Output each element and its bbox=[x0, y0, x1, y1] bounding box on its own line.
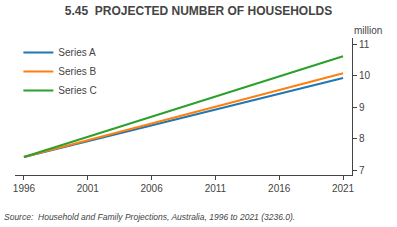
svg-text:Series B: Series B bbox=[58, 66, 96, 77]
svg-text:Series C: Series C bbox=[58, 85, 96, 96]
svg-text:Source: Household and Family: Source: Household and Family Projections… bbox=[4, 212, 295, 222]
svg-text:5.45 PROJECTED NUMBER OF HOUS: 5.45 PROJECTED NUMBER OF HOUSEHOLDS bbox=[65, 4, 332, 18]
svg-text:2001: 2001 bbox=[77, 183, 100, 194]
svg-text:2011: 2011 bbox=[205, 183, 227, 194]
svg-text:2021: 2021 bbox=[332, 183, 355, 194]
svg-text:10: 10 bbox=[359, 70, 371, 81]
svg-text:Series A: Series A bbox=[58, 47, 96, 58]
svg-text:2016: 2016 bbox=[268, 183, 291, 194]
svg-text:8: 8 bbox=[359, 133, 365, 144]
svg-text:7: 7 bbox=[359, 165, 365, 176]
svg-text:11: 11 bbox=[359, 39, 370, 50]
svg-text:9: 9 bbox=[359, 102, 365, 113]
svg-text:million: million bbox=[354, 25, 382, 36]
svg-text:1996: 1996 bbox=[13, 183, 36, 194]
svg-text:2006: 2006 bbox=[140, 183, 163, 194]
